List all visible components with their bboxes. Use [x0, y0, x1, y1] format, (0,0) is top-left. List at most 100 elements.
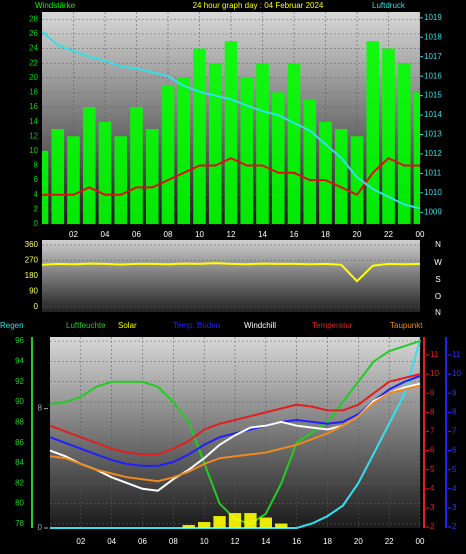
y-tick-label: 6 — [452, 446, 457, 455]
y-tick-label: 4 — [430, 484, 435, 493]
x-tick-label: 20 — [354, 537, 363, 546]
bar — [177, 77, 191, 224]
bar — [198, 522, 211, 528]
x-tick-label: 06 — [138, 537, 147, 546]
y-tick-label: 11 — [452, 350, 461, 359]
y-tick-label: 18 — [29, 88, 38, 97]
y-tick-label: 360 — [25, 240, 39, 249]
legend-label: Windchill — [244, 321, 276, 330]
bar — [350, 136, 364, 224]
y-tick-label: 92 — [15, 377, 24, 386]
bar — [397, 63, 411, 225]
bar — [145, 128, 159, 224]
y-tick-label: 9 — [452, 388, 457, 397]
y-tick-label: 1018 — [424, 32, 442, 41]
line — [41, 30, 421, 210]
x-tick-label: 00 — [416, 230, 425, 239]
x-tick-label: 14 — [261, 537, 270, 546]
direction-label: N — [435, 308, 441, 317]
y-tick-label: 94 — [15, 356, 24, 365]
line — [42, 157, 420, 197]
legend-label: Taupunkt — [390, 321, 423, 330]
y-tick-label: 26 — [29, 29, 38, 38]
x-tick-label: 04 — [107, 537, 116, 546]
bar — [240, 77, 254, 224]
bar — [287, 63, 301, 225]
bar — [193, 48, 206, 224]
y-tick-label: 3 — [452, 503, 457, 512]
y-tick-label: 82 — [15, 478, 24, 487]
x-tick-label: 18 — [323, 537, 332, 546]
bar — [51, 128, 65, 224]
bar — [130, 107, 143, 224]
y-tick-label: 270 — [25, 256, 39, 265]
y-tick-label: 90 — [29, 287, 38, 296]
bar — [256, 63, 269, 225]
bar — [114, 136, 128, 224]
y-tick-label: 10 — [430, 369, 439, 378]
bar — [334, 128, 348, 224]
y-tick-label: 2 — [430, 522, 435, 531]
x-tick-label: 12 — [231, 537, 240, 546]
y-tick-label: 1011 — [424, 169, 442, 178]
y-tick-label: 2 — [452, 522, 457, 531]
bar — [182, 525, 195, 528]
x-tick-label: 18 — [321, 230, 330, 239]
y-tick-label: 1010 — [424, 188, 442, 197]
bar — [213, 516, 226, 528]
line — [49, 384, 421, 483]
y-tick-label: 6 — [430, 446, 435, 455]
y-tick-label: 1013 — [424, 130, 442, 139]
y-tick-label: 1012 — [424, 149, 442, 158]
y-tick-label: 5 — [452, 465, 457, 474]
y-tick-label: 0 — [34, 219, 39, 228]
y-tick-label: 4 — [34, 190, 39, 199]
y-tick-label: 8 — [34, 161, 39, 170]
bar — [319, 121, 332, 224]
legend-label: Luftfeuchte — [66, 321, 106, 330]
bar — [366, 41, 380, 224]
direction-label: N — [435, 240, 441, 249]
y-tick-label: 84 — [15, 458, 24, 467]
direction-label: W — [434, 258, 442, 267]
y-tick-label: 24 — [29, 44, 38, 53]
y-tick-label: 5 — [430, 465, 435, 474]
y-tick-label: 6 — [34, 175, 39, 184]
y-tick-label: 96 — [15, 336, 24, 345]
bar — [228, 513, 242, 528]
bar — [224, 41, 238, 224]
bar — [42, 150, 49, 224]
bar — [275, 523, 288, 528]
y-tick-label: 16 — [29, 102, 38, 111]
line — [41, 262, 421, 283]
x-tick-label: 22 — [385, 537, 394, 546]
line — [49, 373, 421, 456]
y-tick-label: 1016 — [424, 71, 442, 80]
x-tick-label: 00 — [416, 537, 425, 546]
bar — [303, 99, 317, 224]
y-tick-label: 90 — [15, 397, 24, 406]
legend-label: Windstärke — [35, 1, 76, 10]
bar — [67, 136, 80, 224]
bar — [208, 63, 222, 225]
y-tick-label: 180 — [25, 271, 39, 280]
bar — [413, 92, 420, 225]
x-tick-label: 16 — [292, 537, 301, 546]
y-tick-label: 80 — [15, 499, 24, 508]
y-tick-label: 22 — [29, 58, 38, 67]
y-tick-label: 78 — [15, 519, 24, 528]
y-tick-label: 10 — [29, 146, 38, 155]
y-tick-label: 1019 — [424, 13, 442, 22]
y-tick-label: 28 — [29, 14, 38, 23]
y-tick-label: 1009 — [424, 207, 442, 216]
x-tick-label: 12 — [227, 230, 236, 239]
y-tick-label: 14 — [29, 117, 38, 126]
bar — [244, 513, 257, 528]
y-tick-label: 10 — [452, 369, 461, 378]
direction-label: S — [435, 275, 440, 284]
line — [49, 375, 421, 467]
legend-label: Luftdruck — [372, 1, 406, 10]
x-tick-label: 10 — [195, 230, 204, 239]
y-tick-label: 1017 — [424, 52, 442, 61]
